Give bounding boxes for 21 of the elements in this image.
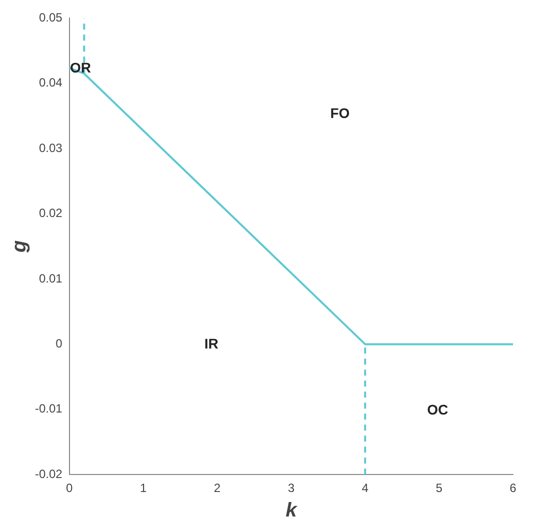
x-tick-label: 1 bbox=[140, 481, 147, 496]
y-tick-label: 0.04 bbox=[38, 76, 63, 90]
y-axis-title: g bbox=[8, 240, 31, 254]
x-tick-label: 3 bbox=[288, 481, 295, 496]
annotation: FO bbox=[330, 104, 350, 121]
x-tick-label: 6 bbox=[510, 481, 517, 496]
y-tick-label: -0.01 bbox=[34, 402, 63, 416]
y-tick-label: 0 bbox=[56, 336, 63, 351]
x-axis-title: k bbox=[286, 500, 298, 522]
y-tick-label: 0.03 bbox=[38, 140, 63, 155]
x-tick-label: 4 bbox=[362, 481, 369, 496]
annotation: OR bbox=[70, 59, 91, 76]
annotation: IR bbox=[204, 335, 218, 352]
x-tick-label: 5 bbox=[436, 481, 443, 496]
y-tick-label: 0.05 bbox=[38, 10, 63, 25]
y-tick-label: -0.02 bbox=[34, 466, 63, 481]
y-tick-label: 0.02 bbox=[38, 206, 63, 220]
x-tick-label: 2 bbox=[214, 481, 221, 496]
y-tick-label: 0.01 bbox=[38, 271, 63, 286]
x-tick-label: 0 bbox=[66, 481, 74, 496]
annotation: OC bbox=[427, 402, 448, 418]
